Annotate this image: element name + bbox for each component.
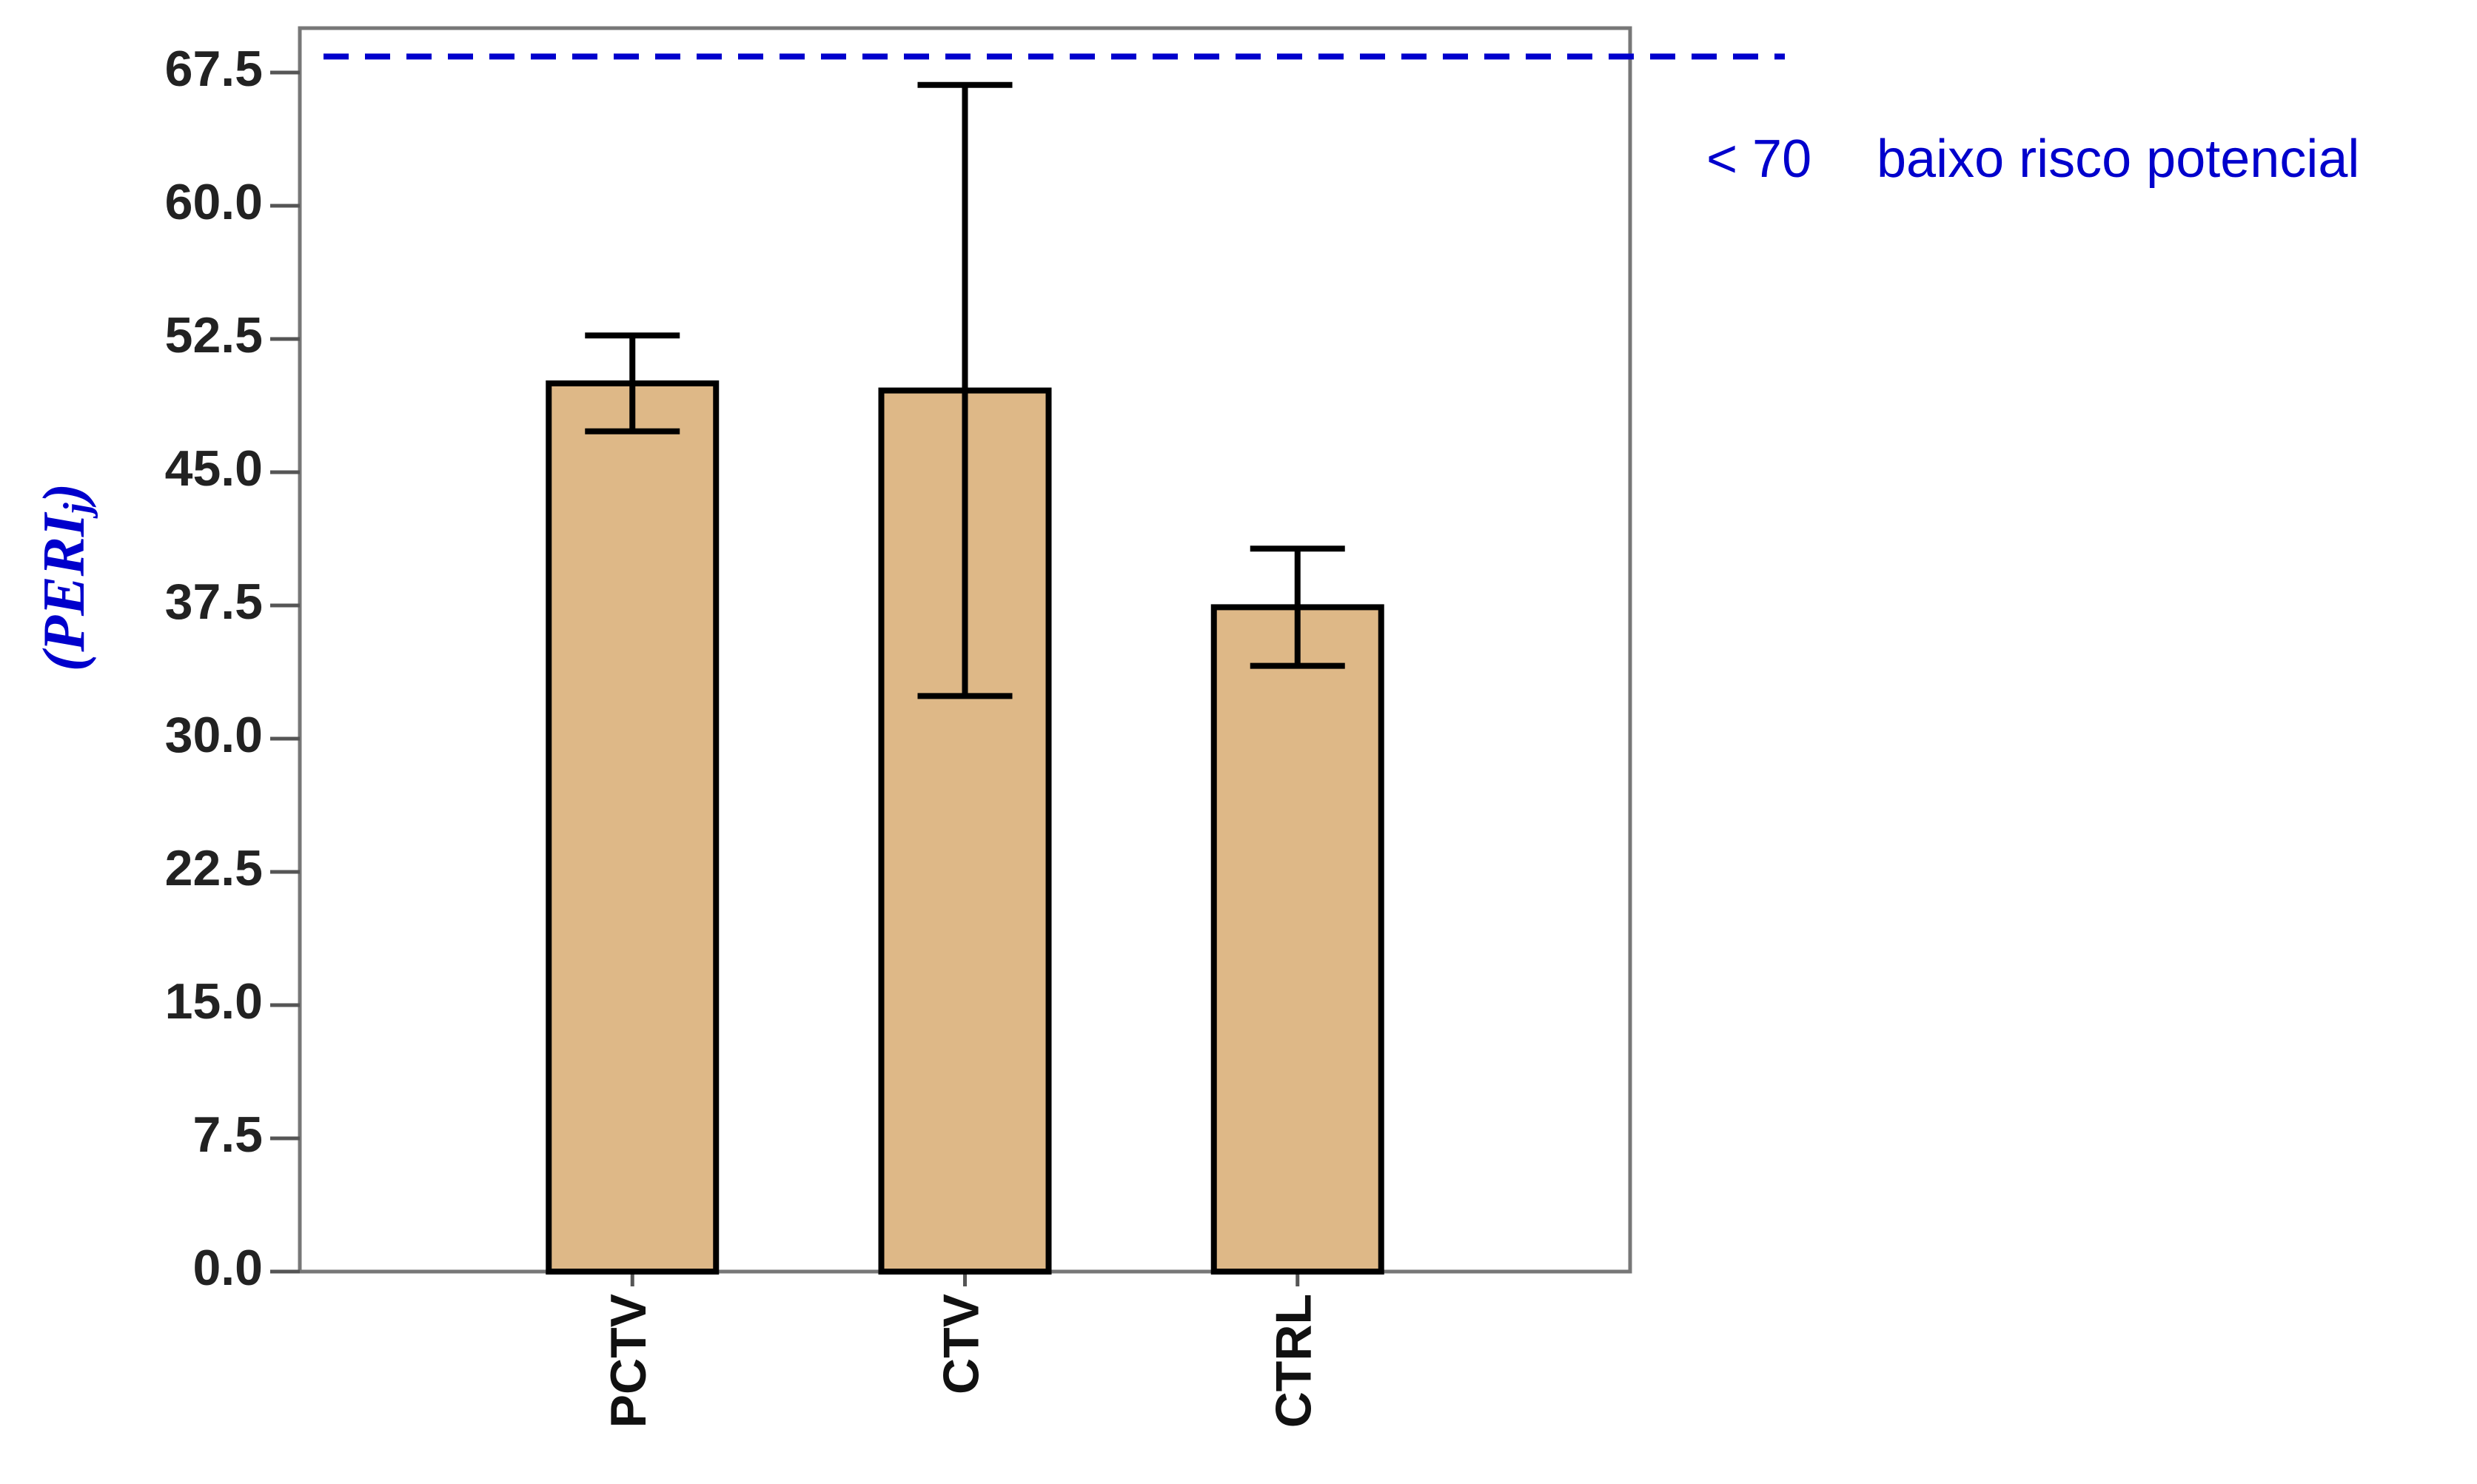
y-tick-label: 67.5 [165, 41, 263, 97]
y-tick-label: 15.0 [165, 973, 263, 1030]
annotation: baixo risco potencial [1877, 130, 2359, 189]
y-label-main: (PERI [32, 511, 97, 671]
y-tick-label: 60.0 [165, 174, 263, 230]
y-tick-label: 45.0 [165, 440, 263, 497]
y-tick-label: 0.0 [192, 1240, 263, 1296]
x-tick-label: CTV [933, 1294, 989, 1394]
y-tick-label: 22.5 [165, 840, 263, 896]
bar [546, 380, 720, 1275]
y-tick-label: 30.0 [165, 707, 263, 763]
y-tick-label: 7.5 [192, 1107, 263, 1163]
bar [1210, 604, 1384, 1275]
x-tick-label: CTRL [1266, 1294, 1322, 1428]
x-tick-label: PCTV [600, 1294, 657, 1428]
y-tick-label: 37.5 [165, 574, 263, 630]
y-label-close: ) [32, 483, 97, 508]
y-tick-label: 52.5 [165, 307, 263, 363]
annotation: < 70 [1706, 130, 1811, 189]
y-axis-label: (PERIj) [32, 483, 98, 671]
